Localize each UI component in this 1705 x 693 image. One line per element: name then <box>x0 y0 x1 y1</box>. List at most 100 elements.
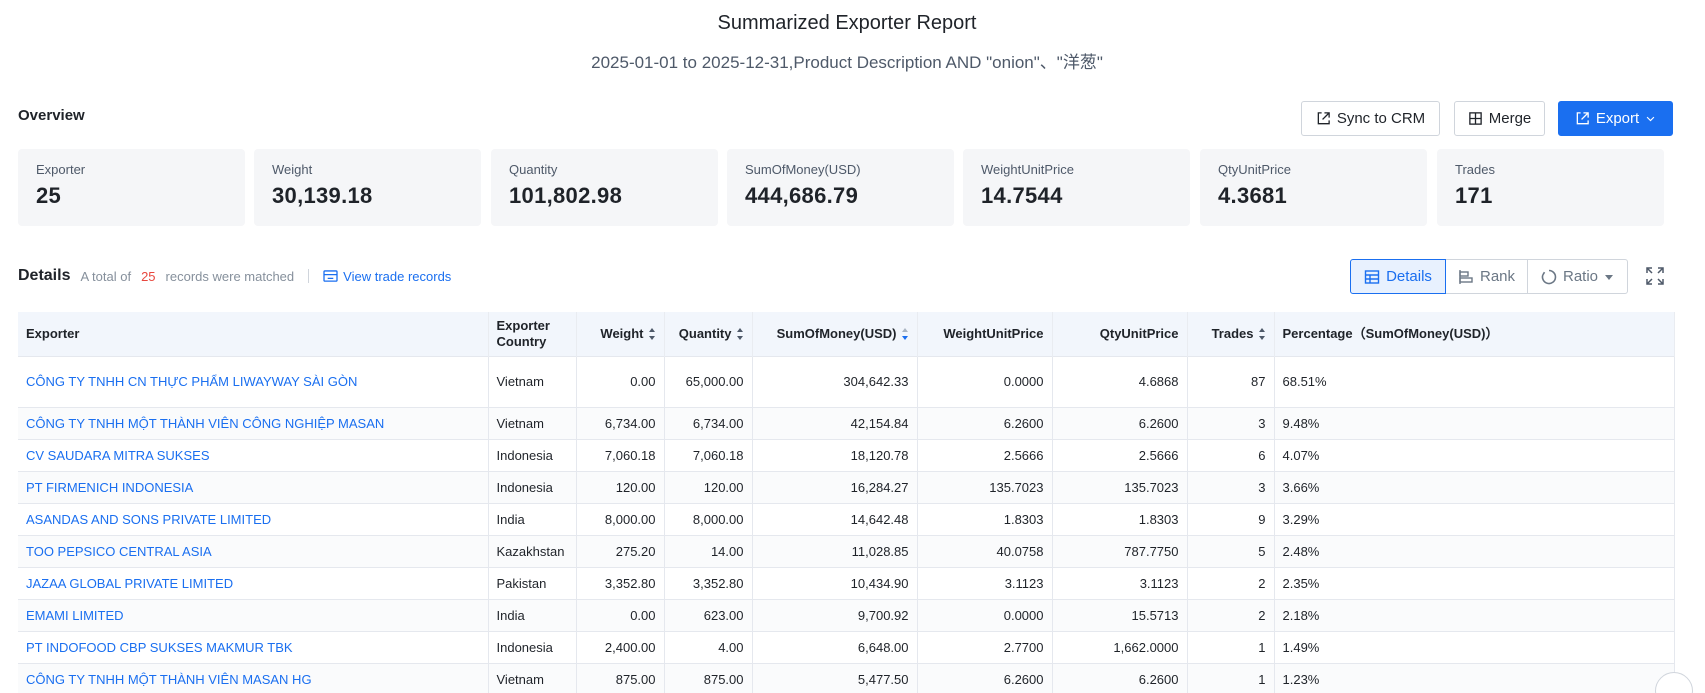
cell-sum-of-money: 10,434.90 <box>752 566 918 599</box>
cell-exporter: PT FIRMENICH INDONESIA <box>18 470 489 503</box>
cell-exporter: CV SAUDARA MITRA SUKSES <box>18 438 489 471</box>
cell-trades: 3 <box>1187 470 1275 503</box>
sync-to-crm-button[interactable]: Sync to CRM <box>1301 101 1440 136</box>
cell-weight-unit-price: 6.2600 <box>917 662 1053 693</box>
cell-exporter: CÔNG TY TNHH MỘT THÀNH VIÊN CÔNG NGHIỆP … <box>18 406 489 439</box>
cell-qty-unit-price: 15.5713 <box>1052 598 1188 631</box>
cell-weight: 275.20 <box>576 534 665 567</box>
cell-weight: 6,734.00 <box>576 406 665 439</box>
cell-qty-unit-price: 4.6868 <box>1052 355 1188 407</box>
cell-percentage: 9.48% <box>1274 406 1675 439</box>
exporter-link[interactable]: JAZAA GLOBAL PRIVATE LIMITED <box>26 575 234 591</box>
cell-weight: 2,400.00 <box>576 630 665 663</box>
cell-sum-of-money: 9,700.92 <box>752 598 918 631</box>
cell-sum-of-money: 14,642.48 <box>752 502 918 535</box>
exporter-link[interactable]: CÔNG TY TNHH MỘT THÀNH VIÊN CÔNG NGHIỆP … <box>26 415 385 431</box>
exporter-link[interactable]: PT FIRMENICH INDONESIA <box>26 479 194 495</box>
column-header-quantity-label: Quantity <box>678 325 732 341</box>
cell-weight-unit-price: 3.1123 <box>917 566 1053 599</box>
cell-percentage: 2.48% <box>1274 534 1675 567</box>
tab-rank[interactable]: Rank <box>1445 259 1528 294</box>
column-header-country-label: Exporter Country <box>496 317 550 349</box>
cell-trades: 5 <box>1187 534 1275 567</box>
cell-exporter: JAZAA GLOBAL PRIVATE LIMITED <box>18 566 489 599</box>
stat-label: WeightUnitPrice <box>981 162 1074 177</box>
chevron-down-icon <box>1646 116 1655 122</box>
cell-qty-unit-price: 6.2600 <box>1052 406 1188 439</box>
fullscreen-icon[interactable] <box>1645 266 1665 286</box>
stat-value: 25 <box>36 183 62 208</box>
cell-trades: 87 <box>1187 355 1275 407</box>
cell-qty-unit-price: 1,662.0000 <box>1052 630 1188 663</box>
details-table-icon <box>1364 269 1380 284</box>
column-header-trades-label: Trades <box>1211 325 1254 341</box>
exporter-link[interactable]: CÔNG TY TNHH CN THỰC PHẨM LIWAYWAY SÀI G… <box>26 374 358 389</box>
tab-ratio[interactable]: Ratio <box>1527 259 1628 294</box>
cell-country: Vietnam <box>488 406 577 439</box>
merge-button[interactable]: Merge <box>1454 101 1545 136</box>
sync-crm-icon <box>1317 112 1330 125</box>
exporter-link[interactable]: CV SAUDARA MITRA SUKSES <box>26 447 210 463</box>
cell-weight: 8,000.00 <box>576 502 665 535</box>
cell-qty-unit-price: 1.8303 <box>1052 502 1188 535</box>
column-header-country[interactable]: Exporter Country <box>488 312 577 356</box>
exporter-link[interactable]: ASANDAS AND SONS PRIVATE LIMITED <box>26 511 272 527</box>
cell-exporter: CÔNG TY TNHH MỘT THÀNH VIÊN MASAN HG <box>18 662 489 693</box>
table-row: EMAMI LIMITED India 0.00 623.00 9,700.92 0.00… <box>18 598 1675 631</box>
cell-exporter: ASANDAS AND SONS PRIVATE LIMITED <box>18 502 489 535</box>
stat-value: 101,802.98 <box>509 183 623 208</box>
cell-qty-unit-price: 2.5666 <box>1052 438 1188 471</box>
stat-card-sum-of-money: SumOfMoney(USD) 444,686.79 <box>727 149 954 226</box>
cell-qty-unit-price: 3.1123 <box>1052 566 1188 599</box>
table-row: ASANDAS AND SONS PRIVATE LIMITED India 8,0… <box>18 502 1675 535</box>
stat-value: 171 <box>1455 183 1493 208</box>
stat-card-exporter: Exporter 25 <box>18 149 245 226</box>
sort-icon <box>736 328 743 341</box>
records-count: 25 <box>141 268 156 284</box>
cell-country: Pakistan <box>488 566 577 599</box>
cell-quantity: 4.00 <box>664 630 753 663</box>
cell-quantity: 6,734.00 <box>664 406 753 439</box>
stat-card-trades: Trades 171 <box>1437 149 1664 226</box>
exporter-link[interactable]: EMAMI LIMITED <box>26 607 124 623</box>
cell-country: Kazakhstan <box>488 534 577 567</box>
export-label: Export <box>1595 110 1640 127</box>
export-button[interactable]: Export <box>1558 101 1673 136</box>
cell-weight: 7,060.18 <box>576 438 665 471</box>
cell-quantity: 623.00 <box>664 598 753 631</box>
table-row: JAZAA GLOBAL PRIVATE LIMITED Pakistan 3,35… <box>18 566 1675 599</box>
cell-percentage: 2.35% <box>1274 566 1675 599</box>
column-header-sum-of-money[interactable]: SumOfMoney(USD) <box>752 312 918 356</box>
column-header-quantity[interactable]: Quantity <box>664 312 753 356</box>
cell-weight-unit-price: 135.7023 <box>917 470 1053 503</box>
cell-sum-of-money: 42,154.84 <box>752 406 918 439</box>
cell-percentage: 2.18% <box>1274 598 1675 631</box>
cell-weight: 875.00 <box>576 662 665 693</box>
column-header-qty-unit-price[interactable]: QtyUnitPrice <box>1052 312 1188 356</box>
cell-country: Vietnam <box>488 662 577 693</box>
stat-card-weight-unit-price: WeightUnitPrice 14.7544 <box>963 149 1190 226</box>
cell-exporter: TOO PEPSICO CENTRAL ASIA <box>18 534 489 567</box>
cell-trades: 3 <box>1187 406 1275 439</box>
divider <box>308 269 310 283</box>
tab-details[interactable]: Details <box>1350 259 1446 294</box>
tab-details-label: Details <box>1386 268 1432 285</box>
cell-weight-unit-price: 40.0758 <box>917 534 1053 567</box>
column-header-weight[interactable]: Weight <box>576 312 665 356</box>
caret-down-icon <box>1605 274 1614 280</box>
exporter-link[interactable]: PT INDOFOOD CBP SUKSES MAKMUR TBK <box>26 639 293 655</box>
view-trade-records-link[interactable]: View trade records <box>323 269 451 284</box>
view-records-icon <box>323 269 338 282</box>
records-count-suffix: records were matched <box>165 268 295 284</box>
exporter-link[interactable]: CÔNG TY TNHH MỘT THÀNH VIÊN MASAN HG <box>26 671 312 687</box>
column-header-exporter[interactable]: Exporter <box>18 312 489 356</box>
tab-ratio-label: Ratio <box>1562 268 1599 285</box>
exporter-link[interactable]: TOO PEPSICO CENTRAL ASIA <box>26 543 212 559</box>
column-header-weight-unit-price[interactable]: WeightUnitPrice <box>917 312 1053 356</box>
stat-label: SumOfMoney(USD) <box>745 162 861 177</box>
cell-sum-of-money: 5,477.50 <box>752 662 918 693</box>
sync-to-crm-label: Sync to CRM <box>1336 110 1426 127</box>
column-header-trades[interactable]: Trades <box>1187 312 1275 356</box>
cell-percentage: 1.23% <box>1274 662 1675 693</box>
column-header-percentage[interactable]: Percentage（SumOfMoney(USD)） <box>1274 312 1675 356</box>
